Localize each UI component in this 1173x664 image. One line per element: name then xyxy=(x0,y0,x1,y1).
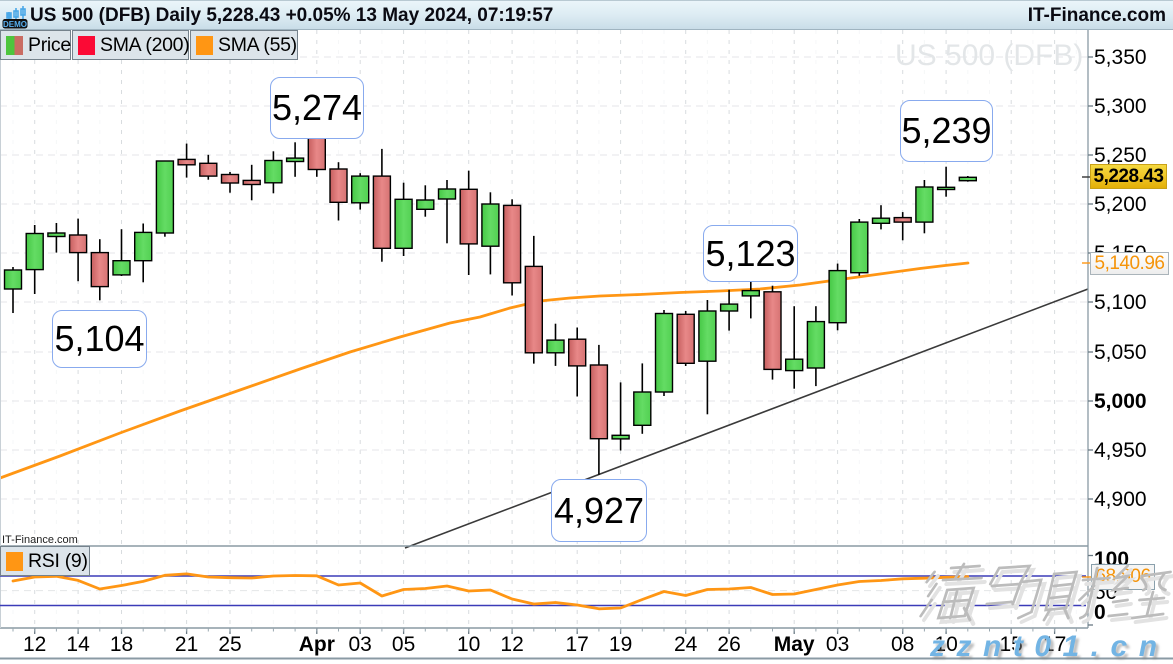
svg-text:DEMO: DEMO xyxy=(3,20,27,29)
svg-text:US 500 (DFB): US 500 (DFB) xyxy=(895,39,1083,72)
